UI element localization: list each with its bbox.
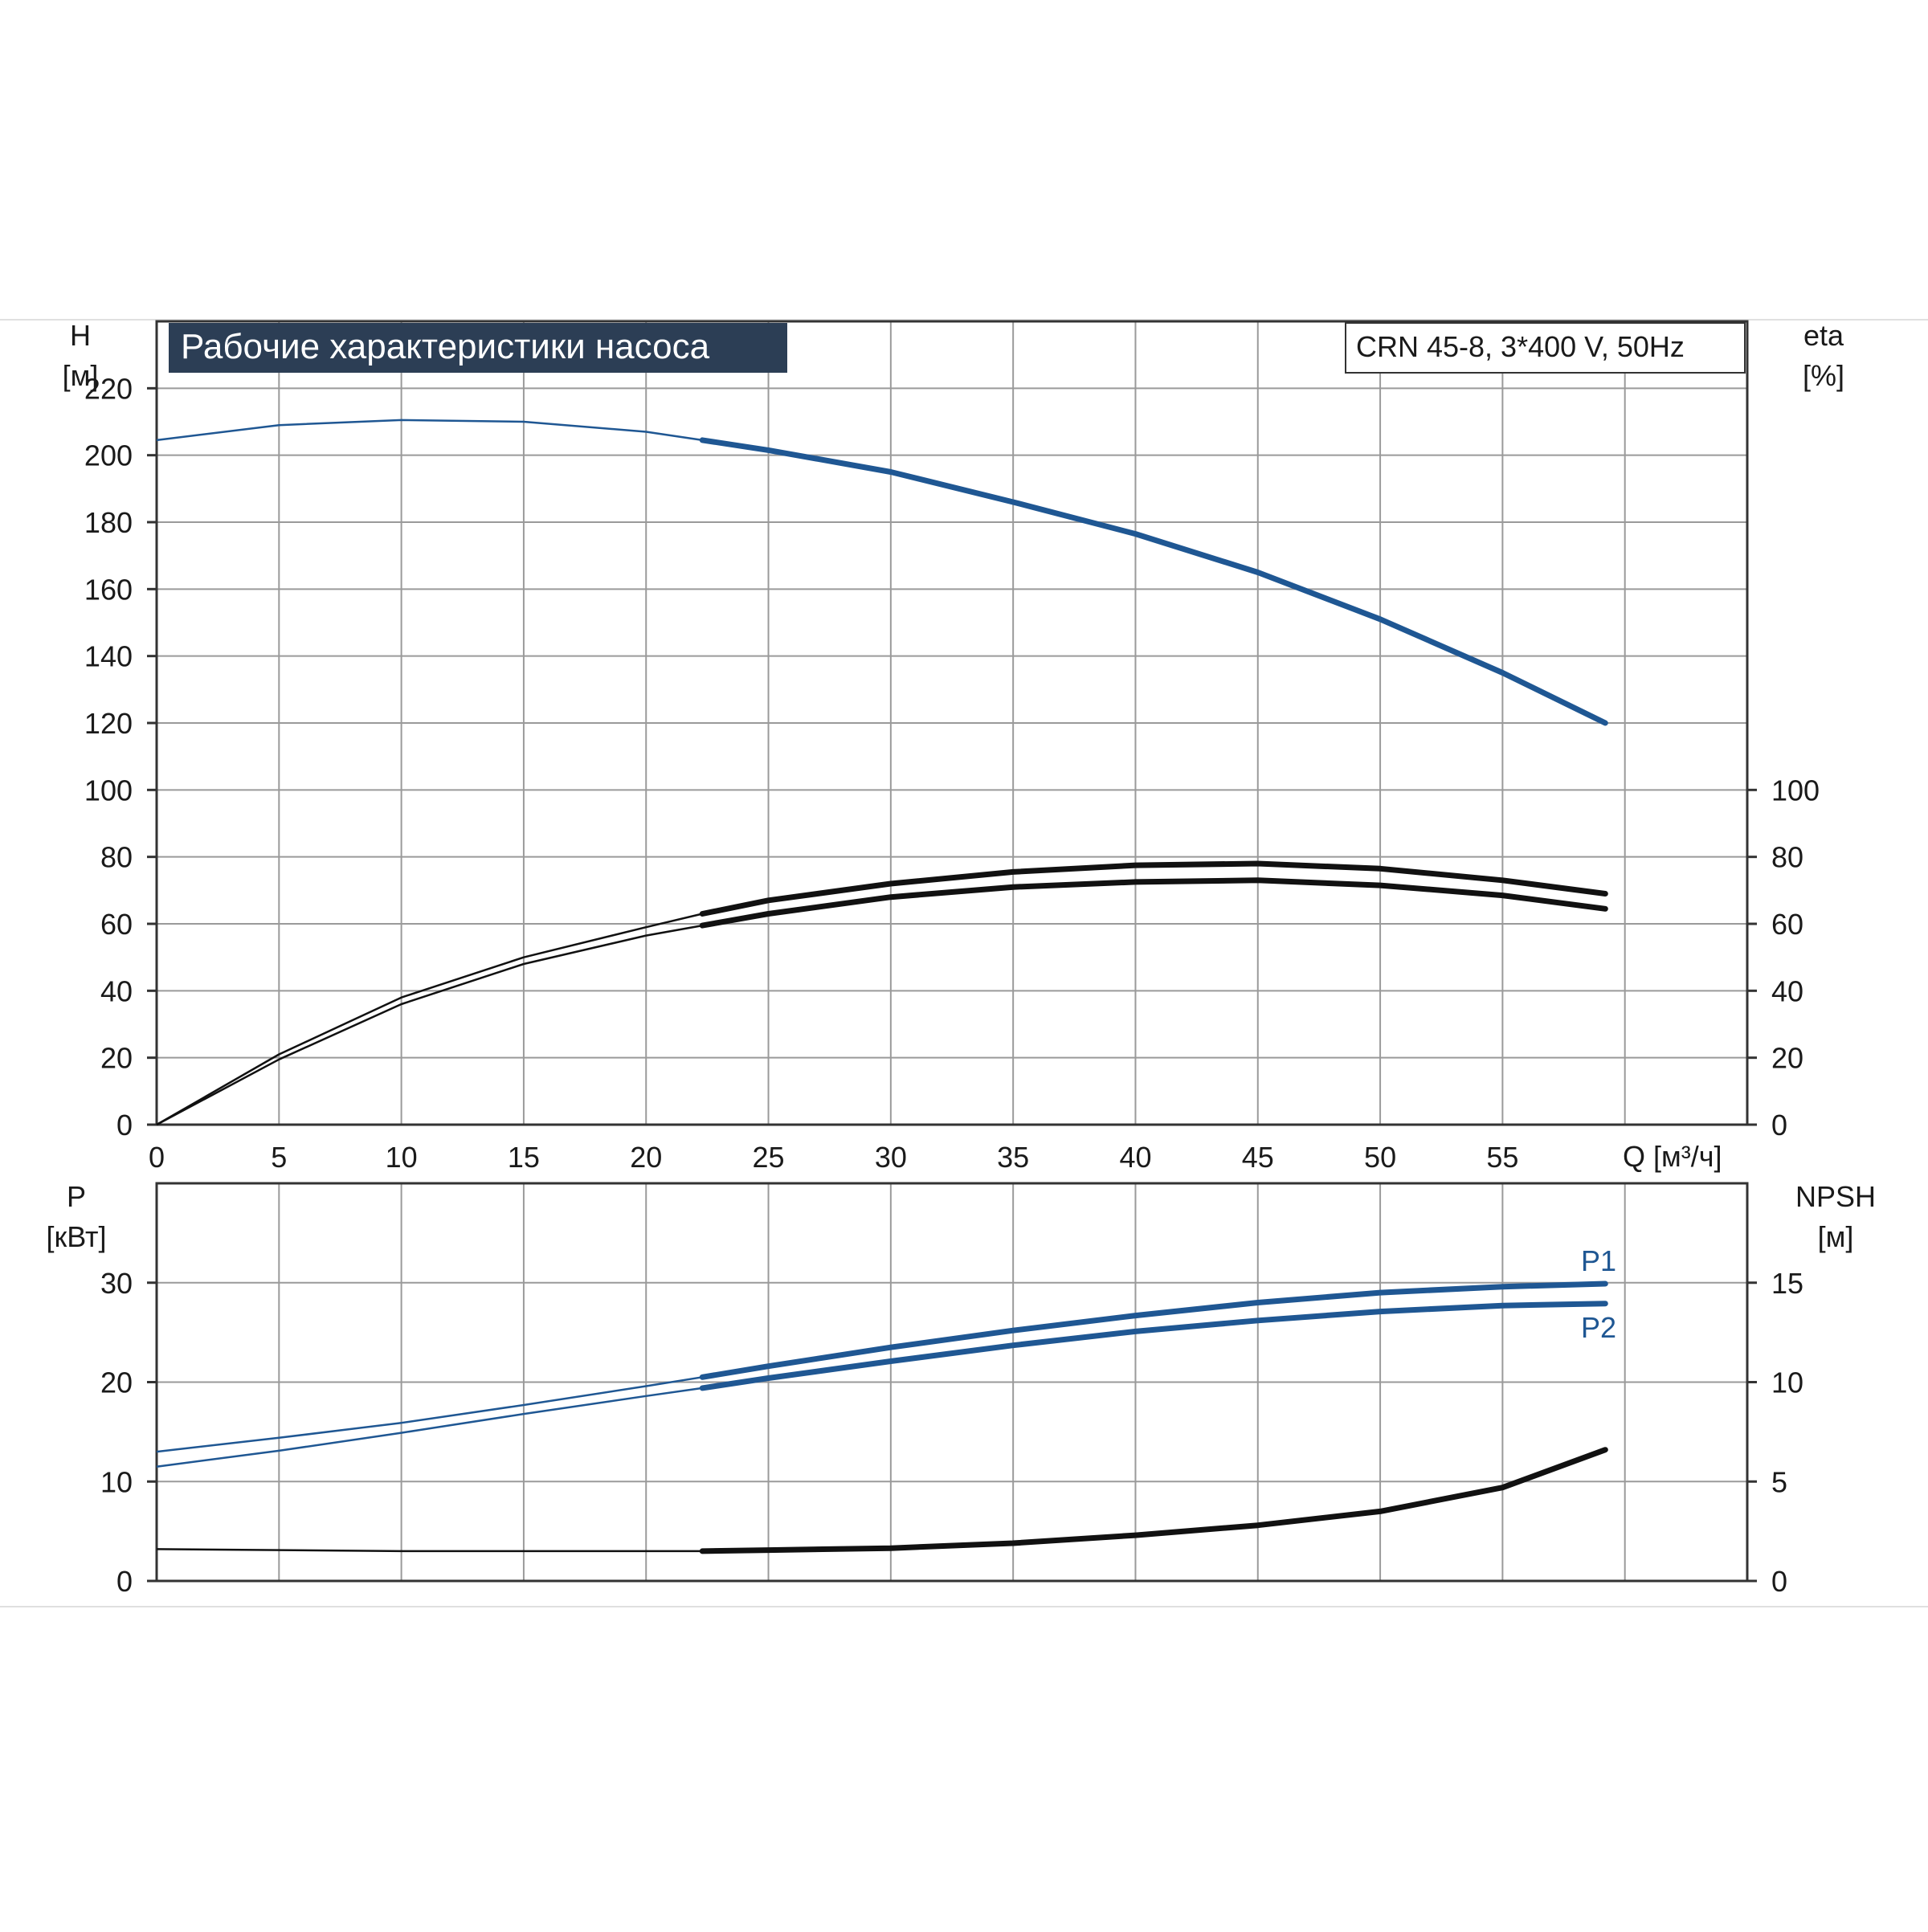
y-tick-label-right: 5 xyxy=(1771,1465,1787,1498)
y-tick-label-left: 30 xyxy=(100,1267,133,1300)
series-label-p2: P2 xyxy=(1581,1311,1616,1344)
x-tick-label: 35 xyxy=(997,1141,1029,1174)
series-operating-range-1-1 xyxy=(699,1301,1608,1391)
y-tick-label-left: 40 xyxy=(100,974,133,1007)
y-tick-label-left: 220 xyxy=(84,372,133,405)
y-tick-label-right: 15 xyxy=(1771,1267,1803,1300)
model-label: CRN 45-8, 3*400 V, 50Hz xyxy=(1356,330,1685,363)
top-right-axis-label-name: eta xyxy=(1803,319,1844,352)
y-tick-label-left: 20 xyxy=(100,1366,133,1399)
bottom-right-axis-label-unit: [м] xyxy=(1818,1220,1854,1253)
tick-layer: 0204060801001201401601802002200204060801… xyxy=(84,372,1820,1598)
x-tick-label: 20 xyxy=(630,1141,662,1174)
series-operating-range-1-0 xyxy=(699,1281,1608,1380)
grid-layer xyxy=(157,321,1747,1581)
y-tick-label-left: 60 xyxy=(100,908,133,941)
y-tick-label-right: 0 xyxy=(1771,1109,1787,1142)
bottom-left-axis-label-unit: [кВт] xyxy=(46,1220,106,1253)
x-tick-label: 50 xyxy=(1364,1141,1396,1174)
y-tick-label-right: 100 xyxy=(1771,774,1820,807)
title-box xyxy=(169,323,787,373)
chart-title: Рабочие характеристики насоса xyxy=(181,327,710,366)
x-tick-label: 5 xyxy=(271,1141,287,1174)
bottom-left-axis-label-name: P xyxy=(67,1180,86,1213)
x-tick-label: 55 xyxy=(1486,1141,1518,1174)
y-tick-label-left: 0 xyxy=(116,1565,133,1598)
series-line-1-1 xyxy=(156,1302,1606,1468)
y-tick-label-right: 80 xyxy=(1771,841,1803,874)
y-tick-label-right: 60 xyxy=(1771,908,1803,941)
y-tick-label-left: 160 xyxy=(84,573,133,606)
y-tick-label-left: 140 xyxy=(84,640,133,673)
series-label-p1: P1 xyxy=(1581,1244,1616,1277)
y-tick-label-left: 20 xyxy=(100,1042,133,1075)
y-tick-label-left: 120 xyxy=(84,707,133,740)
top-left-axis-label-name: H xyxy=(70,319,91,352)
series-layer xyxy=(156,419,1608,1554)
y-tick-label-right: 10 xyxy=(1771,1366,1803,1399)
series-operating-range-0-0 xyxy=(699,437,1608,726)
x-tick-label: 30 xyxy=(875,1141,907,1174)
y-tick-label-left: 180 xyxy=(84,506,133,539)
x-tick-label: 45 xyxy=(1242,1141,1274,1174)
series-line-0-2 xyxy=(156,879,1606,1126)
y-tick-label-right: 20 xyxy=(1771,1042,1803,1075)
bottom-right-axis-label-name: NPSH xyxy=(1795,1180,1876,1213)
series-operating-range-0-2 xyxy=(699,877,1608,929)
top-left-axis-label-unit: [м] xyxy=(63,359,99,392)
y-tick-label-right: 0 xyxy=(1771,1565,1787,1598)
model-label-box xyxy=(1345,322,1746,374)
series-line-0-1 xyxy=(156,862,1606,1126)
series-operating-range-1-2 xyxy=(699,1447,1608,1554)
x-axis-label: Q [м³/ч] xyxy=(1623,1140,1722,1173)
y-tick-label-left: 80 xyxy=(100,841,133,874)
series-operating-range-0-1 xyxy=(699,860,1608,917)
series-line-1-2 xyxy=(156,1448,1606,1553)
y-tick-label-left: 10 xyxy=(100,1465,133,1498)
top-right-axis-label-unit: [%] xyxy=(1803,359,1844,392)
x-tick-label: 40 xyxy=(1119,1141,1151,1174)
frame-layer xyxy=(155,320,1749,1583)
y-tick-label-left: 0 xyxy=(116,1109,133,1142)
x-tick-label: 10 xyxy=(386,1141,418,1174)
y-tick-label-right: 40 xyxy=(1771,974,1803,1007)
y-tick-label-left: 200 xyxy=(84,439,133,472)
x-tick-label: 0 xyxy=(149,1141,165,1174)
y-tick-label-left: 100 xyxy=(84,774,133,807)
x-tick-label: 15 xyxy=(508,1141,540,1174)
series-line-0-0 xyxy=(156,419,1606,725)
x-tick-label: 25 xyxy=(753,1141,785,1174)
